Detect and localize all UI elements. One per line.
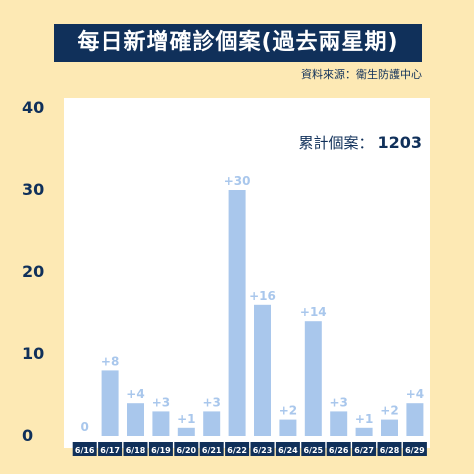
category-label-box	[250, 442, 275, 456]
category-label-box	[352, 442, 377, 456]
category-label-box	[225, 442, 250, 456]
plot-panel	[64, 98, 430, 448]
category-label-box	[275, 442, 300, 456]
bar-6-17	[101, 370, 119, 436]
bar-6-23	[254, 304, 271, 436]
category-label-box	[98, 442, 123, 456]
category-label: 6/24	[278, 446, 298, 455]
category-label: 6/26	[329, 446, 349, 455]
cumulative-total: 累計個案： 1203	[298, 132, 422, 153]
bar-6-27	[355, 427, 373, 436]
data-label: +4	[406, 387, 424, 401]
bar-6-21	[203, 411, 221, 436]
data-label: +3	[152, 395, 170, 409]
category-label: 6/17	[100, 446, 120, 455]
bar-6-28	[381, 419, 398, 436]
data-label: +2	[279, 404, 297, 418]
data-label: +3	[329, 395, 347, 409]
bar-6-26	[330, 411, 348, 436]
data-label: +4	[126, 387, 144, 401]
category-label-box	[72, 442, 97, 456]
data-label: +2	[380, 404, 398, 418]
data-label: +16	[249, 289, 276, 303]
bar-6-20	[177, 427, 195, 436]
category-label: 6/18	[126, 446, 146, 455]
y-tick-label: 30	[22, 180, 45, 199]
bar-6-29	[406, 403, 424, 436]
category-label-box	[148, 442, 173, 456]
bar-6-18	[127, 403, 144, 436]
category-label-box	[174, 442, 199, 456]
data-label: +14	[300, 305, 327, 319]
y-tick-label: 10	[22, 344, 45, 363]
cumulative-total-label: 累計個案：	[298, 134, 374, 152]
category-label: 6/19	[151, 446, 171, 455]
category-label: 6/25	[303, 446, 323, 455]
data-label: +8	[101, 354, 119, 368]
y-tick-label: 0	[22, 426, 34, 445]
data-label: +30	[224, 174, 251, 188]
category-label: 6/22	[227, 446, 247, 455]
category-label-box	[199, 442, 224, 456]
category-label: 6/23	[253, 446, 273, 455]
category-label: 6/16	[75, 446, 95, 455]
data-label: +1	[177, 412, 195, 426]
y-tick-label: 20	[22, 262, 45, 281]
category-label: 6/27	[354, 446, 374, 455]
category-label: 6/20	[176, 446, 196, 455]
category-label-box	[123, 442, 148, 456]
category-label-box	[301, 442, 326, 456]
data-label: +3	[202, 395, 220, 409]
category-label-box	[402, 442, 427, 456]
category-label: 6/29	[405, 446, 425, 455]
category-label-box	[326, 442, 351, 456]
category-label: 6/28	[380, 446, 400, 455]
bar-6-25	[304, 321, 322, 436]
category-label: 6/21	[202, 446, 222, 455]
source-note: 資料來源：衛生防護中心	[301, 68, 422, 81]
bar-6-19	[152, 411, 170, 436]
bar-6-22	[228, 190, 246, 436]
data-label: +1	[355, 412, 373, 426]
chart-title: 每日新增確診個案(過去兩星期)	[54, 24, 422, 62]
data-label: 0	[81, 420, 89, 434]
y-tick-label: 40	[22, 98, 45, 117]
bar-6-24	[279, 419, 297, 436]
cumulative-total-value: 1203	[377, 133, 422, 152]
category-label-box	[377, 442, 402, 456]
